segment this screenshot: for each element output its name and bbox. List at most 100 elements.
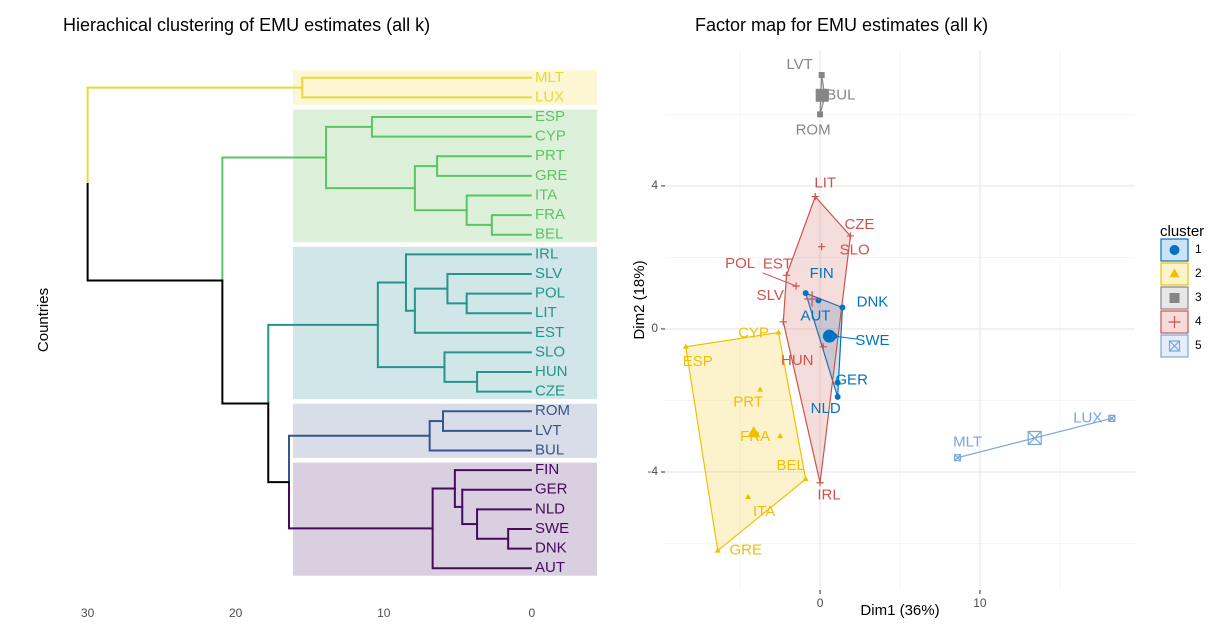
point <box>779 318 787 326</box>
point <box>817 111 824 118</box>
point <box>745 493 752 499</box>
point-label: ROM <box>796 121 831 138</box>
x-tick-label: 30 <box>81 606 95 620</box>
legend-title: cluster <box>1160 223 1204 240</box>
legend-symbol <box>1169 245 1180 255</box>
x-tick-label: 10 <box>973 596 987 610</box>
legend-label: 5 <box>1195 338 1202 352</box>
point <box>802 290 809 297</box>
leaf-label: BEL <box>535 226 563 243</box>
point <box>818 243 826 251</box>
label-connector <box>762 272 797 287</box>
leaf-label: SWE <box>535 520 569 537</box>
point <box>714 547 721 553</box>
cluster-hull <box>782 195 852 483</box>
point-label: NLD <box>811 400 841 417</box>
point <box>802 475 809 482</box>
legend-symbol <box>1168 316 1181 328</box>
legend-symbol <box>1169 268 1180 278</box>
chart-title: Factor map for EMU estimates (all k) <box>695 15 988 35</box>
point <box>834 379 841 386</box>
leaf-label: HUN <box>535 363 568 380</box>
point-label: AUT <box>800 307 830 324</box>
point-label: BUL <box>826 86 855 103</box>
point-label: LVT <box>786 56 812 73</box>
x-tick-label: 0 <box>817 596 824 610</box>
point-label: POL <box>725 255 755 272</box>
y-axis-title: Dim2 (18%) <box>631 260 648 339</box>
cluster-box <box>293 70 597 105</box>
leaf-label: GER <box>535 481 568 498</box>
leaf-label: ROM <box>535 402 570 419</box>
point <box>782 271 791 279</box>
leaf-label: NLD <box>535 500 565 517</box>
leaf-label: AUT <box>535 559 565 576</box>
point <box>757 386 764 392</box>
point <box>811 193 819 201</box>
leaf-label: BUL <box>535 441 564 458</box>
point <box>818 72 825 79</box>
label-connector <box>834 335 858 340</box>
leaf-label: LVT <box>535 422 561 439</box>
y-tick-label: 4 <box>651 178 658 192</box>
leaf-label: ESP <box>535 108 565 125</box>
point-label: SLV <box>757 287 784 304</box>
point-label: SWE <box>855 332 889 349</box>
point-label: FRA <box>740 428 770 445</box>
point-label: ESP <box>683 353 713 370</box>
point-label: SLO <box>840 242 870 259</box>
leaf-label: DNK <box>535 540 567 557</box>
point <box>839 304 846 311</box>
point-label: BEL <box>777 457 805 474</box>
leaf-label: IRL <box>535 245 558 262</box>
point-label: MLT <box>953 434 982 451</box>
cluster-center <box>804 291 820 307</box>
point <box>777 432 784 439</box>
leaf-label: FRA <box>535 206 565 223</box>
cluster-box <box>293 462 597 576</box>
legend-label: 4 <box>1195 314 1202 328</box>
factor-map-panel: Factor map for EMU estimates (all k) Dim… <box>631 15 1204 619</box>
legend-symbol <box>1168 340 1181 352</box>
x-tick-label: 20 <box>229 606 243 620</box>
leaf-label: ITA <box>535 186 557 203</box>
x-axis-title: Dim1 (36%) <box>860 602 939 619</box>
leaf-label: GRE <box>535 167 568 184</box>
point <box>834 393 841 400</box>
point <box>953 454 962 462</box>
leaf-label: CZE <box>535 383 565 400</box>
leaf-label: LIT <box>535 304 557 321</box>
point-label: LUX <box>1073 409 1102 426</box>
y-axis-title: Countries <box>35 288 52 352</box>
cluster-center <box>1027 430 1042 446</box>
cluster-center <box>822 329 836 343</box>
point <box>821 93 828 100</box>
point-label: CZE <box>844 216 874 233</box>
x-tick-label: 10 <box>377 606 391 620</box>
leaf-label: SLO <box>535 343 565 360</box>
leaf-label: LUX <box>535 88 564 105</box>
point <box>682 343 689 349</box>
point-label: GER <box>835 372 868 389</box>
point <box>846 232 855 240</box>
legend-label: 3 <box>1195 290 1202 304</box>
point <box>815 297 822 304</box>
cluster-center <box>747 426 761 438</box>
leaf-label: FIN <box>535 461 559 478</box>
chart-title: Hierachical clustering of EMU estimates … <box>63 15 430 35</box>
legend-label: 2 <box>1195 266 1202 280</box>
leaf-label: PRT <box>535 147 565 164</box>
point <box>816 479 824 487</box>
y-tick-label: 0 <box>651 321 658 335</box>
x-tick-label: 0 <box>529 606 536 620</box>
legend-symbol <box>1169 293 1180 303</box>
point-label: FIN <box>810 265 834 282</box>
point <box>775 329 782 335</box>
point-label: CYP <box>738 324 769 341</box>
point-label: LIT <box>814 175 836 192</box>
leaf-label: POL <box>535 285 565 302</box>
leaf-label: CYP <box>535 128 566 145</box>
point-label: GRE <box>729 542 762 559</box>
leaf-label: MLT <box>535 69 564 86</box>
